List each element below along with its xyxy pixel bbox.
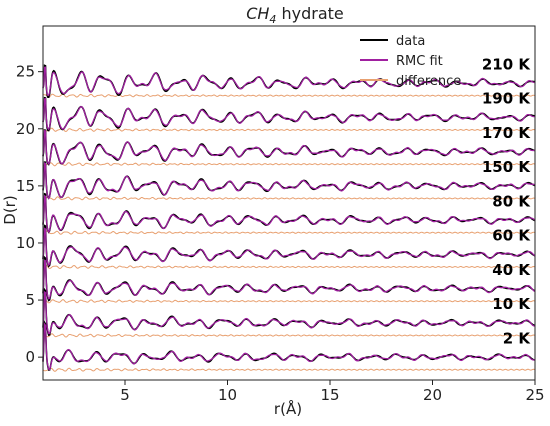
- difference-line: [42, 367, 536, 372]
- y-axis-label: D(r): [1, 195, 19, 224]
- temperature-labels: 210 K 190 K 170 K 150 K 80 K 60 K 40 K 10 K 2 K: [482, 55, 532, 347]
- y-tick-label: 20: [16, 120, 35, 138]
- difference-line: [42, 264, 536, 270]
- chart-title-main: CH: [246, 4, 269, 23]
- legend-entry: RMC fit: [396, 54, 443, 69]
- temperature-label: 80 K: [492, 192, 531, 210]
- x-axis-label: r(Å): [274, 399, 302, 418]
- chart-title-rest: hydrate: [276, 4, 343, 23]
- data-line: [42, 287, 536, 336]
- chart-title-subscript: 4: [269, 13, 276, 26]
- rmc-fit-line: [42, 227, 536, 267]
- difference-line: [42, 196, 536, 201]
- difference-line: [42, 299, 536, 304]
- rmc-fit-line: [42, 259, 536, 300]
- data-line: [42, 320, 536, 371]
- x-tick-label: 10: [218, 386, 237, 404]
- difference-line: [42, 127, 536, 133]
- rmc-fit-line: [42, 129, 536, 166]
- temperature-label: 10 K: [492, 295, 531, 313]
- y-tick-label: 0: [25, 348, 35, 366]
- difference-line: [42, 333, 536, 338]
- chart-title: CH4 hydrate: [246, 4, 344, 26]
- difference-line: [42, 230, 536, 235]
- difference-line: [42, 162, 536, 167]
- y-tick-label: 10: [16, 234, 35, 252]
- y-tick-label: 5: [25, 291, 35, 309]
- rmc-fit-line: [42, 97, 536, 131]
- plot-frame: [42, 25, 536, 381]
- x-tick-label: 25: [525, 386, 544, 404]
- temperature-label: 210 K: [482, 55, 532, 73]
- curves-group: [42, 64, 536, 372]
- rmc-fit-line: [42, 194, 536, 234]
- legend: data RMC fit difference: [360, 34, 461, 89]
- temperature-label: 170 K: [482, 124, 532, 142]
- temperature-label: 40 K: [492, 261, 531, 279]
- y-axis-ticks: 0 5 10 15 20 25: [16, 63, 43, 366]
- temperature-label: 190 K: [482, 90, 532, 108]
- rmc-fit-line: [42, 66, 535, 97]
- rmc-fit-line: [42, 322, 536, 371]
- temperature-label: 60 K: [492, 227, 531, 245]
- x-tick-label: 20: [423, 386, 442, 404]
- temperature-label: 150 K: [482, 158, 532, 176]
- x-tick-label: 5: [120, 386, 130, 404]
- data-line: [42, 161, 536, 200]
- data-line: [42, 255, 536, 302]
- data-line: [42, 192, 536, 234]
- rmc-fit-line: [42, 290, 535, 335]
- legend-entry: data: [396, 34, 425, 49]
- rmc-fit-line: [42, 162, 536, 200]
- y-tick-label: 15: [16, 177, 35, 195]
- difference-line: [42, 93, 536, 98]
- data-line: [42, 224, 536, 268]
- temperature-label: 2 K: [503, 329, 532, 347]
- legend-entry: difference: [396, 74, 461, 89]
- x-axis-ticks: 5 10 15 20 25: [120, 380, 545, 404]
- x-tick-label: 15: [320, 386, 339, 404]
- y-tick-label: 25: [16, 63, 35, 81]
